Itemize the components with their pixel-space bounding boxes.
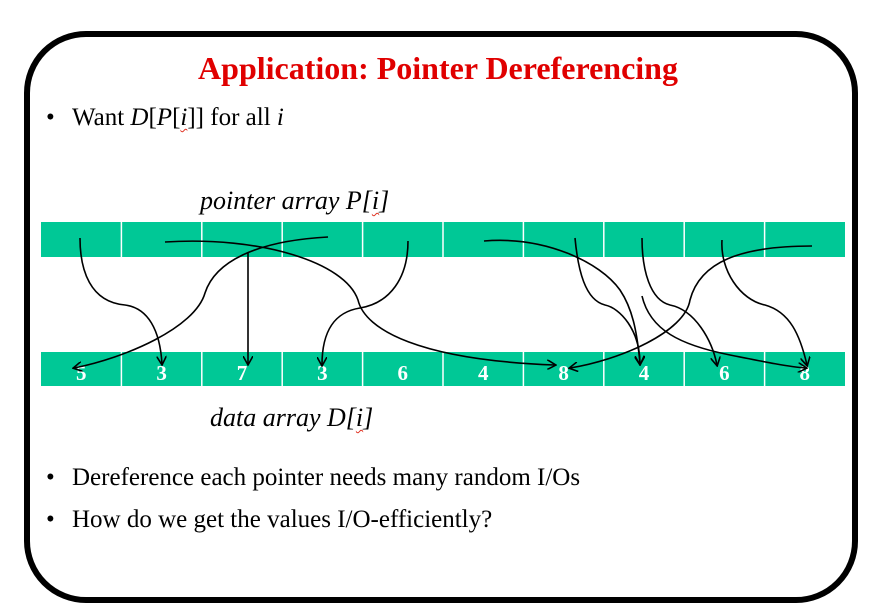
data-value: 4 xyxy=(478,361,489,385)
data-value: 3 xyxy=(156,361,167,385)
data-value: 4 xyxy=(639,361,650,385)
bullet-question: • How do we get the values I/O-efficientl… xyxy=(46,506,493,533)
pointer-arrow xyxy=(483,239,640,364)
slide-title: Application: Pointer Dereferencing xyxy=(198,50,678,86)
pointer-arrow xyxy=(164,240,555,365)
slide-frame xyxy=(24,31,858,603)
bullet-dot: • xyxy=(46,104,55,131)
pointer-arrow xyxy=(641,237,717,365)
pointer-arrow xyxy=(721,239,807,365)
pointer-arrow xyxy=(74,236,329,368)
bullet-want: • Want D[P[i]] for all i xyxy=(46,104,284,131)
pointer-arrow xyxy=(641,295,806,368)
bullet-dereference: • Dereference each pointer needs many ran… xyxy=(46,464,581,491)
data-value: 6 xyxy=(398,361,409,385)
pointer-arrow xyxy=(79,237,162,364)
data-value: 7 xyxy=(237,361,248,385)
pointer-array-label: pointer array P[i] xyxy=(200,186,390,215)
pointer-arrow xyxy=(570,245,813,368)
pointer-array xyxy=(41,222,845,257)
bullet-dot: • xyxy=(46,506,55,533)
data-array-label: data array D[i] xyxy=(210,403,374,432)
pointer-arrow xyxy=(322,240,409,365)
data-value: 6 xyxy=(719,361,730,385)
data-value: 8 xyxy=(800,361,811,385)
bullet-dot: • xyxy=(46,464,55,491)
pointer-arrow xyxy=(574,237,640,364)
data-value: 5 xyxy=(76,361,87,385)
data-array: 5 3 7 3 6 4 8 4 6 8 xyxy=(41,352,845,386)
arrows xyxy=(74,236,813,368)
data-value: 8 xyxy=(558,361,569,385)
data-value: 3 xyxy=(317,361,328,385)
